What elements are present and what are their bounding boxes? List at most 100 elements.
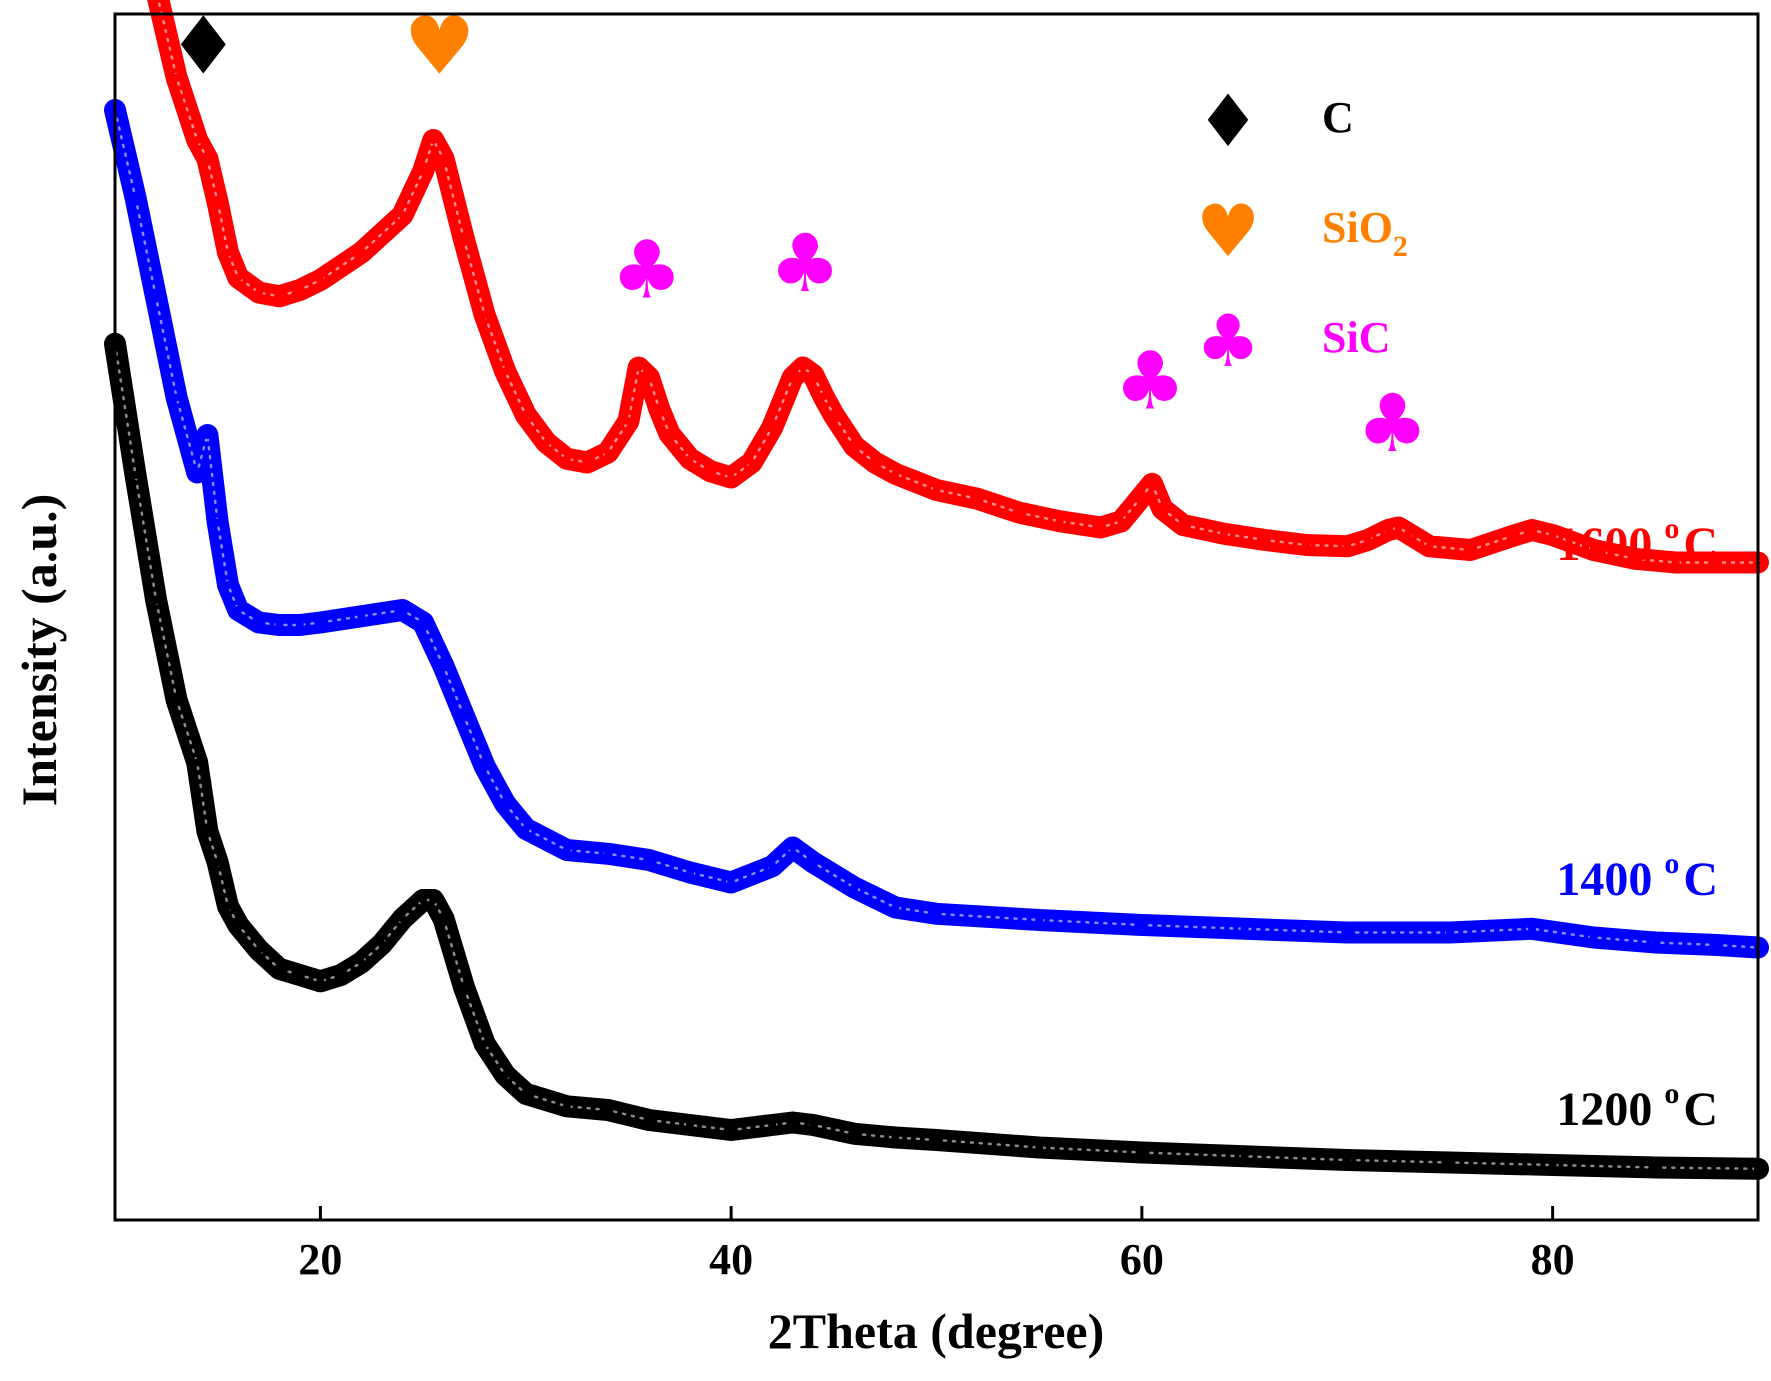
data-point <box>398 914 407 923</box>
data-point <box>275 292 284 301</box>
x-tick-label: 40 <box>709 1235 753 1284</box>
data-point <box>932 909 941 918</box>
legend-label: SiO2 <box>1322 203 1408 263</box>
data-point <box>203 154 212 163</box>
data-point <box>788 373 797 382</box>
data-point <box>1445 928 1454 937</box>
data-point <box>193 136 202 144</box>
data-point <box>213 858 222 867</box>
data-point <box>1507 532 1516 541</box>
data-point <box>1343 1156 1352 1164</box>
data-point <box>645 856 653 864</box>
data-point <box>932 1136 941 1144</box>
data-point <box>819 392 828 401</box>
data-point <box>295 621 304 629</box>
data-point <box>336 971 345 979</box>
data-point <box>224 581 232 589</box>
data-point <box>1651 1163 1660 1172</box>
data-point <box>1712 558 1721 567</box>
data-point <box>809 858 818 867</box>
series-texture-0 <box>157 0 1760 564</box>
series-labels: 1600 oC 1400 oC 1200 oC <box>1556 512 1718 1136</box>
data-point <box>203 827 212 836</box>
data-point <box>1671 558 1680 567</box>
data-point <box>398 606 407 614</box>
data-point <box>809 1121 818 1129</box>
data-point <box>1363 536 1372 544</box>
data-point <box>973 494 982 503</box>
data-point <box>172 73 181 82</box>
data-point <box>891 469 900 478</box>
data-point <box>203 431 212 439</box>
data-point <box>193 468 202 477</box>
data-point <box>1528 924 1537 933</box>
data-point <box>932 486 941 494</box>
peak-marker: ♣ <box>769 217 841 310</box>
data-point <box>152 293 161 302</box>
data-point <box>1117 517 1126 526</box>
data-point <box>460 712 469 721</box>
data-point <box>1548 531 1557 539</box>
data-point <box>1589 546 1598 554</box>
data-point <box>419 167 428 176</box>
series-texture-1 <box>113 108 1760 949</box>
data-point <box>501 367 510 376</box>
data-point <box>357 958 366 967</box>
data-point <box>152 596 161 604</box>
series-texture-2 <box>113 342 1760 1171</box>
data-point <box>1425 542 1434 551</box>
data-point <box>788 843 797 852</box>
data-point <box>850 883 859 892</box>
y-axis-title: Intensity (a.u.) <box>11 494 67 807</box>
legend-symbol: ♣ <box>1196 299 1261 383</box>
data-point <box>1014 508 1023 517</box>
data-point <box>1404 529 1413 538</box>
data-point <box>480 311 489 319</box>
data-point <box>562 454 571 463</box>
data-point <box>1394 523 1403 532</box>
data-point <box>234 273 243 282</box>
data-point <box>1158 504 1167 513</box>
data-point <box>747 458 756 467</box>
data-point <box>1137 921 1146 929</box>
data-point <box>562 846 571 854</box>
data-point <box>645 1116 653 1124</box>
data-point <box>460 983 469 992</box>
data-point <box>665 429 674 438</box>
data-point <box>254 288 263 297</box>
data-point <box>1651 938 1660 947</box>
data-point <box>316 276 325 284</box>
data-point <box>1096 523 1105 532</box>
peak-marker: ♣ <box>611 224 683 317</box>
data-point <box>788 1118 797 1127</box>
data-point <box>213 518 222 527</box>
data-point <box>193 758 202 767</box>
data-point <box>316 977 325 986</box>
data-point <box>213 198 222 207</box>
data-point <box>603 1106 612 1114</box>
data-point <box>398 211 407 219</box>
data-point <box>686 1121 694 1129</box>
data-point <box>1384 526 1393 534</box>
data-point <box>234 606 243 614</box>
data-point <box>1343 542 1352 551</box>
data-point <box>439 914 448 923</box>
data-point <box>429 136 438 144</box>
data-point <box>850 1129 859 1138</box>
data-point <box>439 154 448 163</box>
data-point <box>542 438 551 447</box>
data-point <box>480 1039 489 1048</box>
data-point <box>224 248 232 257</box>
data-point <box>1137 1148 1146 1157</box>
data-point <box>1343 928 1352 937</box>
data-point <box>275 964 284 973</box>
data-point <box>1179 521 1187 529</box>
data-point <box>131 193 140 202</box>
data-point <box>419 618 428 627</box>
data-point <box>706 467 715 476</box>
peak-marker: ♣ <box>1114 334 1186 427</box>
data-point <box>603 448 612 457</box>
data-point <box>357 612 366 621</box>
data-point <box>460 236 469 244</box>
